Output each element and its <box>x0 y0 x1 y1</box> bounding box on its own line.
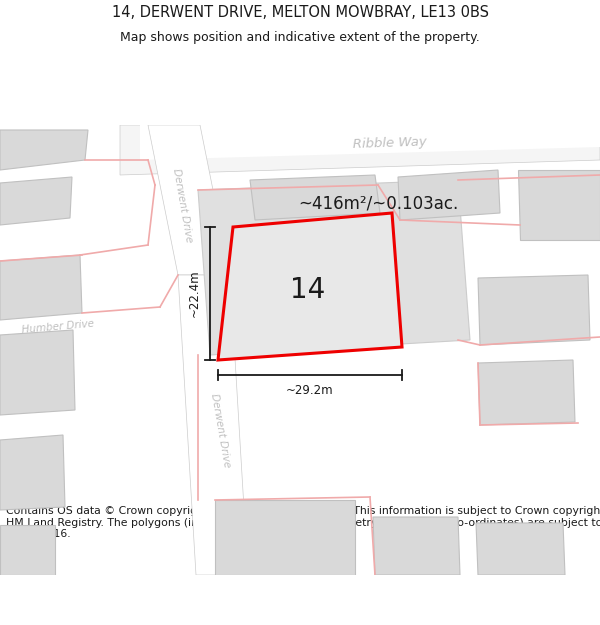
Polygon shape <box>0 525 55 575</box>
Text: 14, DERWENT DRIVE, MELTON MOWBRAY, LE13 0BS: 14, DERWENT DRIVE, MELTON MOWBRAY, LE13 … <box>112 5 488 20</box>
Text: Map shows position and indicative extent of the property.: Map shows position and indicative extent… <box>120 31 480 44</box>
Text: ~29.2m: ~29.2m <box>286 384 334 398</box>
Polygon shape <box>0 330 75 415</box>
Polygon shape <box>373 517 460 575</box>
Text: Derwent Drive: Derwent Drive <box>170 167 193 243</box>
Polygon shape <box>250 175 380 220</box>
Polygon shape <box>478 360 575 425</box>
Polygon shape <box>398 170 500 220</box>
Text: Derwent Drive: Derwent Drive <box>209 392 232 468</box>
Polygon shape <box>518 170 600 240</box>
Polygon shape <box>140 125 600 160</box>
Text: Contains OS data © Crown copyright and database right 2021. This information is : Contains OS data © Crown copyright and d… <box>6 506 600 539</box>
Polygon shape <box>0 255 82 320</box>
Polygon shape <box>198 180 470 355</box>
Polygon shape <box>478 275 590 345</box>
Polygon shape <box>215 500 355 575</box>
Polygon shape <box>120 125 600 175</box>
Text: ~22.4m: ~22.4m <box>187 270 200 318</box>
Polygon shape <box>0 130 88 170</box>
Text: Humber Drive: Humber Drive <box>22 319 95 335</box>
Polygon shape <box>0 177 72 225</box>
Polygon shape <box>0 435 65 510</box>
Text: Ribble Way: Ribble Way <box>353 135 427 151</box>
Polygon shape <box>178 275 248 575</box>
Text: 14: 14 <box>290 276 326 304</box>
Polygon shape <box>218 213 402 360</box>
Text: ~416m²/~0.103ac.: ~416m²/~0.103ac. <box>298 194 458 212</box>
Polygon shape <box>476 523 565 575</box>
Polygon shape <box>148 125 230 275</box>
